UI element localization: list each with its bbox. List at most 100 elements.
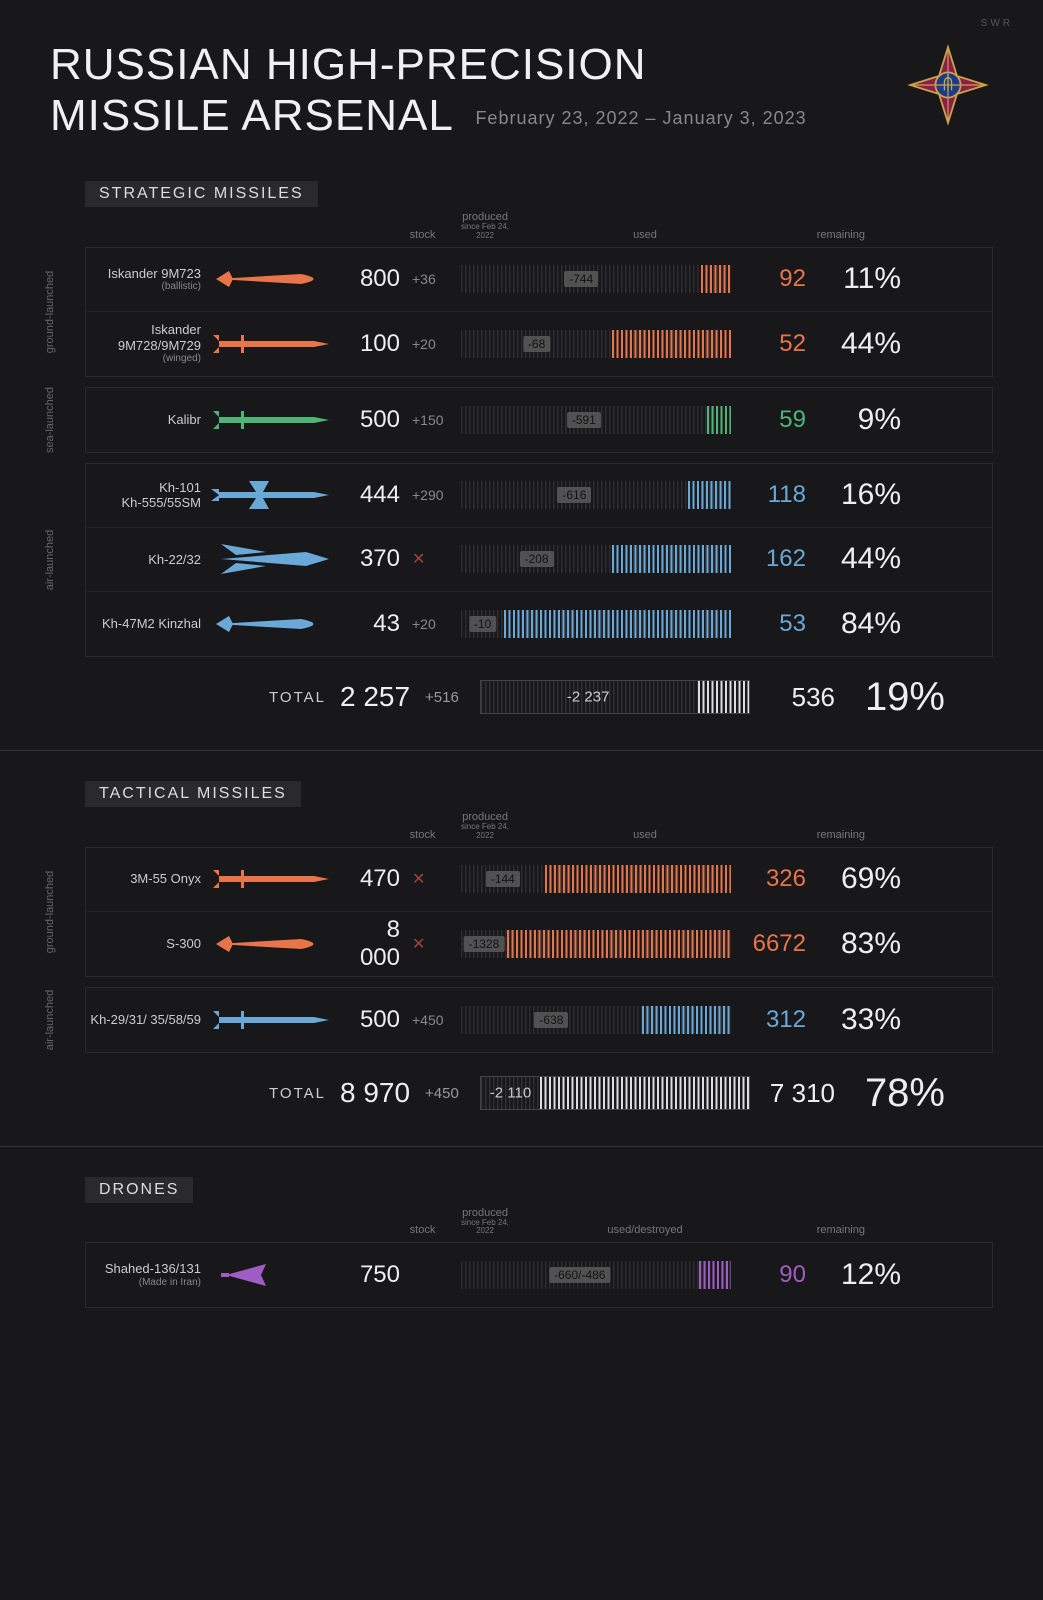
column-headers: stock producedsince Feb 24, 2022 used/de… — [50, 1207, 993, 1237]
produced-value: +36 — [406, 271, 461, 287]
used-value: -10 — [469, 616, 496, 632]
pct-value: 9% — [806, 403, 901, 437]
pct-value: 16% — [806, 478, 901, 512]
total-produced: +516 — [425, 689, 480, 706]
missile-group: air-launched Kh-101Kh-555/55SM 444 +290 … — [85, 463, 993, 657]
section-divider — [0, 1146, 1043, 1147]
usage-bar: -744 — [461, 265, 731, 293]
date-range: February 23, 2022 – January 3, 2023 — [475, 108, 806, 128]
page-title-line2: MISSILE ARSENAL — [50, 91, 452, 140]
missile-icon — [211, 1255, 341, 1295]
remaining-value: 312 — [731, 1006, 806, 1034]
used-value: -591 — [567, 412, 601, 428]
produced-value: +150 — [406, 412, 461, 428]
pct-value: 69% — [806, 862, 901, 896]
missile-name: Kh-101Kh-555/55SM — [86, 480, 211, 511]
missile-name: S-300 — [86, 936, 211, 952]
usage-bar: -638 — [461, 1006, 731, 1034]
missile-icon — [211, 475, 341, 515]
missile-row: Kh-29/31/ 35/58/59 500 +450 -638 312 33% — [86, 988, 992, 1052]
remaining-value: 90 — [731, 1261, 806, 1289]
used-value: -744 — [564, 271, 598, 287]
total-remaining: 7 310 — [750, 1078, 835, 1109]
missile-name: Kh-47M2 Kinzhal — [86, 616, 211, 632]
produced-value: +450 — [406, 1012, 461, 1028]
pct-value: 84% — [806, 607, 901, 641]
missile-name: Shahed-136/131(Made in Iran) — [86, 1261, 211, 1289]
section-header: STRATEGIC MISSILES — [85, 181, 318, 207]
usage-bar: -660/-486 — [461, 1261, 731, 1289]
remaining-value: 92 — [731, 265, 806, 293]
total-remaining: 536 — [750, 682, 835, 713]
section-header: DRONES — [85, 1177, 193, 1203]
remaining-value: 118 — [731, 481, 806, 509]
usage-bar: -1328 — [461, 930, 731, 958]
used-value: -660/-486 — [549, 1267, 610, 1283]
total-label: TOTAL — [85, 1085, 340, 1102]
missile-name: Kh-29/31/ 35/58/59 — [86, 1012, 211, 1028]
column-headers: stock producedsince Feb 24, 2022 used re… — [50, 811, 993, 841]
usage-bar: -68 — [461, 330, 731, 358]
missile-icon — [211, 259, 341, 299]
total-produced: +450 — [425, 1085, 480, 1102]
missile-icon — [211, 859, 341, 899]
missile-group: sea-launched Kalibr 500 +150 -591 59 9% — [85, 387, 993, 453]
missile-row: Kalibr 500 +150 -591 59 9% — [86, 388, 992, 452]
header: RUSSIAN HIGH-PRECISION MISSILE ARSENAL F… — [50, 40, 993, 141]
remaining-value: 53 — [731, 610, 806, 638]
missile-icon — [211, 924, 341, 964]
used-value: -638 — [534, 1012, 568, 1028]
remaining-value: 162 — [731, 545, 806, 573]
stock-value: 750 — [341, 1261, 406, 1289]
produced-value: ✕ — [406, 549, 461, 569]
remaining-value: 52 — [731, 330, 806, 358]
total-row: TOTAL 2 257 +516 -2 237 536 19% — [85, 675, 993, 720]
missile-name: Iskander 9M723(ballistic) — [86, 266, 211, 294]
missile-row: Iskander 9M728/9M729(winged) 100 +20 -68… — [86, 312, 992, 376]
total-stock: 8 970 — [340, 1077, 425, 1109]
used-value: -1328 — [464, 936, 505, 952]
stock-value: 8 000 — [341, 916, 406, 972]
missile-icon — [211, 324, 341, 364]
missile-icon — [211, 604, 341, 644]
total-pct: 78% — [835, 1071, 945, 1116]
total-used: -2 237 — [561, 689, 616, 706]
missile-row: Shahed-136/131(Made in Iran) 750 -660/-4… — [86, 1243, 992, 1307]
used-value: -68 — [523, 336, 550, 352]
total-bar: -2 237 — [480, 680, 750, 714]
missile-name: Kalibr — [86, 412, 211, 428]
total-stock: 2 257 — [340, 681, 425, 713]
missile-icon — [211, 539, 341, 579]
total-row: TOTAL 8 970 +450 -2 110 7 310 78% — [85, 1071, 993, 1116]
missile-row: Kh-101Kh-555/55SM 444 +290 -616 118 16% — [86, 464, 992, 528]
remaining-value: 6672 — [731, 930, 806, 958]
remaining-value: 326 — [731, 865, 806, 893]
column-headers: stock producedsince Feb 24, 2022 used re… — [50, 211, 993, 241]
pct-value: 33% — [806, 1003, 901, 1037]
pct-value: 44% — [806, 542, 901, 576]
stock-value: 370 — [341, 545, 406, 573]
missile-row: Iskander 9M723(ballistic) 800 +36 -744 9… — [86, 248, 992, 312]
missile-icon — [211, 400, 341, 440]
missile-group: ground-launched Iskander 9M723(ballistic… — [85, 247, 993, 377]
total-bar: -2 110 — [480, 1076, 750, 1110]
used-value: -208 — [520, 551, 554, 567]
produced-value: ✕ — [406, 934, 461, 954]
usage-bar: -10 — [461, 610, 731, 638]
missile-name: Iskander 9M728/9M729(winged) — [86, 322, 211, 365]
page-title-line1: RUSSIAN HIGH-PRECISION — [50, 40, 807, 91]
missile-name: Kh-22/32 — [86, 552, 211, 568]
usage-bar: -616 — [461, 481, 731, 509]
produced-value: +290 — [406, 487, 461, 503]
pct-value: 44% — [806, 327, 901, 361]
total-label: TOTAL — [85, 689, 340, 706]
stock-value: 43 — [341, 610, 406, 638]
produced-value: +20 — [406, 336, 461, 352]
stock-value: 500 — [341, 406, 406, 434]
missile-name: 3M-55 Onyx — [86, 871, 211, 887]
missile-row: Kh-22/32 370 ✕ -208 162 44% — [86, 528, 992, 592]
watermark: SWR — [981, 18, 1013, 29]
used-value: -616 — [557, 487, 591, 503]
pct-value: 12% — [806, 1258, 901, 1292]
missile-group: air-launched Kh-29/31/ 35/58/59 500 +450… — [85, 987, 993, 1053]
